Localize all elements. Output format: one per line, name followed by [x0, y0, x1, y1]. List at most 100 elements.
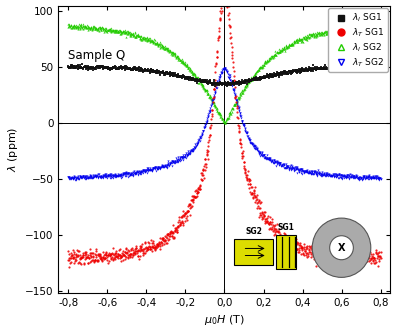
- Point: [171, 234, 177, 239]
- Point: [86, 26, 93, 31]
- Point: [181, 60, 187, 65]
- Point: [341, 26, 348, 31]
- Point: [323, 66, 329, 71]
- Point: [199, 83, 206, 88]
- Point: [306, 169, 312, 174]
- Point: [376, 256, 383, 262]
- Point: [153, 70, 159, 75]
- Point: [310, 67, 317, 72]
- Point: [83, 175, 89, 181]
- Point: [72, 66, 78, 71]
- Point: [350, 255, 356, 260]
- Point: [325, 171, 331, 177]
- Point: [242, 169, 248, 175]
- Point: [120, 172, 126, 177]
- Point: [252, 71, 258, 76]
- Point: [370, 63, 376, 69]
- Point: [120, 172, 126, 177]
- Point: [336, 172, 343, 177]
- Point: [151, 40, 157, 45]
- Point: [252, 77, 259, 82]
- Point: [208, 80, 215, 85]
- Point: [97, 25, 103, 30]
- Point: [242, 129, 249, 134]
- Point: [70, 24, 76, 30]
- Point: [281, 71, 287, 77]
- Point: [190, 148, 196, 153]
- Point: [118, 64, 124, 70]
- Point: [214, 81, 221, 86]
- Point: [310, 32, 317, 38]
- Point: [338, 173, 345, 178]
- Point: [120, 66, 126, 71]
- Point: [363, 254, 369, 260]
- Point: [81, 175, 87, 180]
- Point: [289, 165, 295, 170]
- Point: [203, 161, 209, 166]
- Point: [168, 228, 174, 233]
- Point: [337, 173, 343, 178]
- Point: [204, 78, 210, 83]
- Point: [322, 172, 328, 177]
- Point: [262, 75, 268, 81]
- Point: [101, 29, 107, 34]
- Point: [301, 68, 307, 73]
- Point: [153, 164, 159, 169]
- Point: [307, 33, 314, 38]
- Point: [334, 65, 340, 70]
- Point: [164, 70, 170, 75]
- Point: [337, 259, 344, 265]
- Point: [375, 253, 381, 258]
- Point: [216, 29, 222, 34]
- Point: [135, 169, 141, 175]
- Point: [235, 105, 242, 110]
- Point: [211, 81, 218, 86]
- Point: [75, 173, 82, 178]
- Point: [376, 64, 383, 69]
- Point: [266, 75, 272, 81]
- Point: [88, 65, 95, 70]
- Point: [193, 76, 200, 82]
- Point: [202, 157, 209, 162]
- Point: [70, 255, 76, 260]
- Point: [234, 99, 240, 104]
- Point: [270, 222, 276, 228]
- Point: [374, 174, 381, 179]
- Point: [188, 69, 194, 74]
- Point: [357, 25, 363, 30]
- Point: [139, 37, 145, 42]
- Point: [270, 55, 276, 61]
- Point: [69, 24, 76, 29]
- Point: [297, 243, 303, 248]
- Point: [284, 44, 291, 50]
- Point: [156, 241, 162, 246]
- Point: [145, 68, 152, 74]
- Point: [165, 48, 171, 53]
- Point: [283, 237, 289, 243]
- Point: [228, 44, 235, 50]
- Point: [69, 24, 76, 30]
- Point: [351, 63, 358, 69]
- Point: [350, 248, 357, 254]
- Point: [295, 39, 301, 44]
- Point: [229, 56, 236, 61]
- Point: [111, 171, 118, 177]
- Point: [358, 175, 364, 180]
- Point: [203, 88, 209, 93]
- Point: [80, 173, 86, 179]
- Point: [223, 68, 230, 74]
- Point: [296, 68, 303, 74]
- Point: [196, 184, 202, 189]
- Point: [145, 37, 152, 43]
- Point: [301, 169, 307, 174]
- Point: [176, 158, 182, 163]
- Point: [243, 85, 249, 90]
- Point: [190, 71, 197, 76]
- Point: [74, 175, 80, 180]
- Point: [272, 72, 278, 78]
- Point: [224, 81, 230, 86]
- Point: [278, 49, 284, 54]
- Point: [264, 156, 270, 161]
- Point: [367, 175, 373, 180]
- Point: [188, 197, 194, 203]
